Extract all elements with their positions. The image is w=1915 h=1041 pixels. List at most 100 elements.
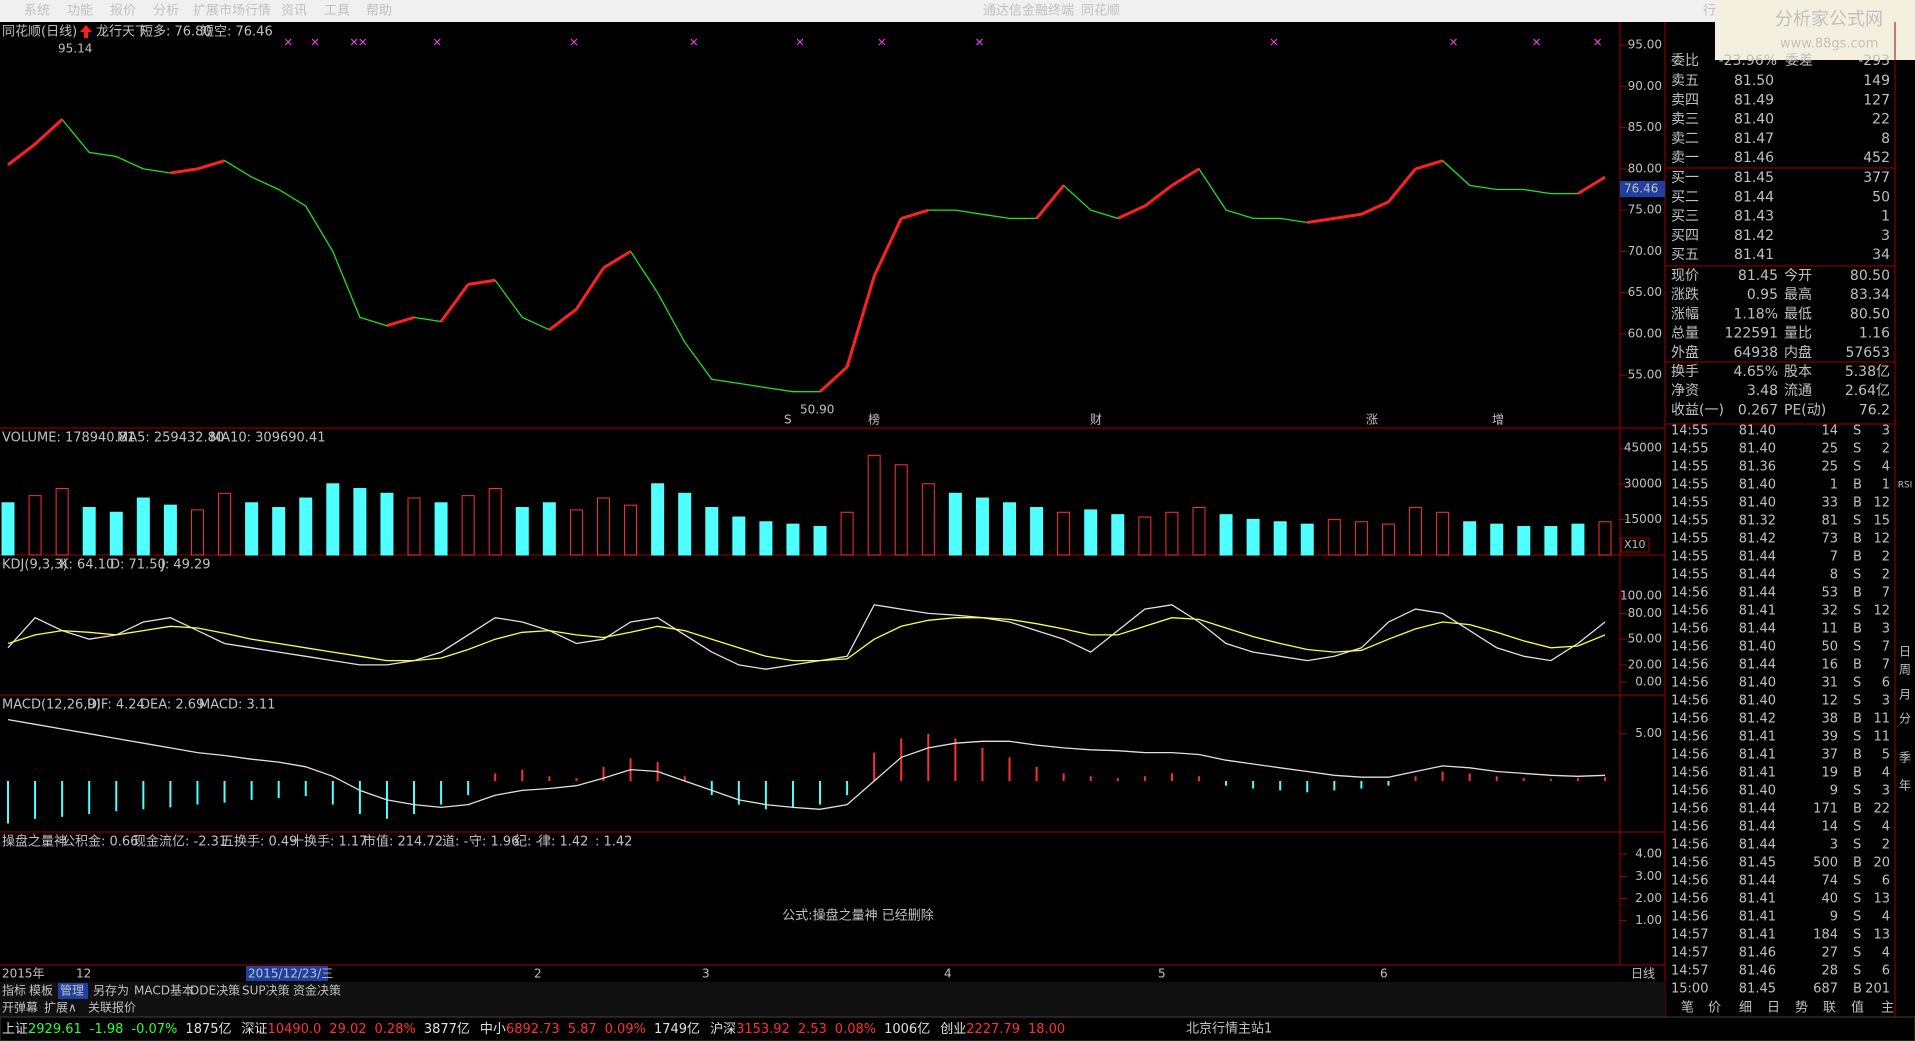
side-tab[interactable]: 势	[1795, 1000, 1808, 1016]
menu-item[interactable]: 报价	[110, 4, 136, 19]
event-marker: 涨	[1366, 412, 1378, 427]
side-tab[interactable]: 细	[1739, 1001, 1752, 1016]
volume-bar	[1165, 511, 1179, 556]
trade-side: S	[1853, 820, 1861, 835]
volume-bar	[1084, 509, 1098, 556]
trade-volume: 53	[1821, 586, 1838, 601]
rising-segment	[1171, 167, 1200, 187]
date-label: 4	[944, 967, 952, 981]
volume-bar	[1192, 507, 1206, 556]
index-name: 创业	[940, 1022, 966, 1037]
volume-bar	[380, 492, 394, 556]
trade-side: S	[1853, 568, 1861, 583]
side-tab[interactable]: 价	[1708, 1001, 1721, 1016]
panel-header: 短多: 76.80	[140, 24, 212, 40]
order-label: 卖四	[1671, 92, 1699, 108]
menu-item[interactable]: 功能	[67, 4, 93, 19]
tab[interactable]: 模板	[29, 984, 53, 998]
tab[interactable]: 开弹幕	[2, 1001, 38, 1015]
trade-time: 14:55	[1671, 442, 1708, 457]
trade-price: 81.40	[1739, 424, 1776, 439]
trade-time: 14:56	[1671, 910, 1708, 925]
order-volume: 377	[1863, 170, 1890, 186]
panel-header: 现金流亿: -2.31	[133, 834, 227, 850]
trade-volume: 11	[1821, 622, 1838, 637]
tab[interactable]: 另存为	[93, 984, 129, 998]
trade-side: B	[1853, 748, 1862, 763]
toolbar-item[interactable]: 季	[1899, 751, 1911, 765]
trade-side: B	[1853, 802, 1862, 817]
menu-item[interactable]: 工具	[324, 4, 350, 19]
volume-bar	[326, 483, 340, 556]
trade-time: 14:56	[1671, 640, 1708, 655]
y-tick-label: 90.00	[1628, 79, 1662, 93]
signal-mark	[284, 38, 292, 46]
tab[interactable]: 扩展∧	[44, 1001, 77, 1015]
signal-mark	[690, 38, 698, 46]
trade-time: 14:56	[1671, 658, 1708, 673]
panel-header: 短空: 76.46	[201, 25, 273, 40]
trade-price: 81.41	[1739, 748, 1776, 763]
tab[interactable]: MACD基本	[134, 984, 194, 998]
trade-price: 81.45	[1739, 856, 1776, 871]
toolbar-item[interactable]: 周	[1899, 663, 1911, 677]
trade-count: 11	[1873, 712, 1890, 727]
panel-header: 龙行天下	[96, 25, 148, 40]
trade-price: 81.40	[1739, 640, 1776, 655]
side-tab[interactable]: 联	[1823, 1001, 1836, 1016]
toolbar-item[interactable]: 年	[1899, 779, 1911, 793]
tab[interactable]: 指标	[2, 983, 26, 998]
order-price: 81.47	[1734, 131, 1774, 147]
menu-item[interactable]: 系统	[24, 4, 50, 19]
order-volume: 1	[1881, 209, 1890, 225]
tab[interactable]: 关联报价	[88, 1000, 136, 1015]
order-price: 81.43	[1734, 209, 1774, 225]
rising-segment	[1035, 184, 1065, 220]
order-volume: 452	[1863, 150, 1890, 166]
rising-segment	[602, 250, 632, 270]
side-tab[interactable]: 值	[1851, 1000, 1864, 1016]
trade-side: S	[1853, 676, 1861, 691]
toolbar-item[interactable]: 月	[1899, 688, 1911, 702]
toolbar-item[interactable]: 分	[1899, 712, 1911, 726]
trade-count: 4	[1882, 946, 1890, 961]
toolbar-item[interactable]: RSI	[1898, 481, 1913, 491]
tab[interactable]: SUP决策	[242, 984, 290, 998]
panel-header: 律: 1.42	[538, 835, 588, 850]
stat-label: 收益(一)	[1671, 402, 1724, 418]
formula-message: 公式:操盘之量神 已经删除	[782, 908, 934, 924]
trade-side: B	[1853, 712, 1862, 727]
trade-price: 81.41	[1739, 604, 1776, 619]
menu-item[interactable]: 扩展市场行情	[193, 3, 271, 19]
current-price: 76.46	[1624, 182, 1658, 196]
menu-item[interactable]: 分析	[153, 4, 179, 19]
trade-price: 81.32	[1739, 514, 1776, 529]
side-tab[interactable]: 主	[1881, 1001, 1894, 1016]
side-tab[interactable]: 笔	[1681, 1000, 1694, 1016]
menu-title: 通达信金融终端	[983, 3, 1074, 19]
trade-price: 81.44	[1739, 838, 1776, 853]
volume-bar	[759, 521, 773, 556]
trade-time: 14:56	[1671, 784, 1708, 799]
toolbar-item[interactable]: 日	[1899, 645, 1911, 659]
tab[interactable]: DDE决策	[190, 984, 240, 998]
y-tick-label: 0.00	[1635, 675, 1662, 689]
volume-bar	[651, 483, 665, 556]
side-tab[interactable]: 日	[1767, 1001, 1780, 1016]
stat-label: 流通	[1784, 383, 1812, 399]
trade-price: 81.41	[1739, 892, 1776, 907]
trade-price: 81.45	[1739, 982, 1776, 997]
menu-item[interactable]: 资讯	[281, 4, 307, 19]
stat-value: 0.95	[1747, 287, 1778, 303]
trade-side: B	[1853, 766, 1862, 781]
trade-time: 14:56	[1671, 874, 1708, 889]
volume-bar	[894, 464, 908, 556]
trade-side: S	[1853, 730, 1861, 745]
menu-item[interactable]: 帮助	[366, 4, 392, 19]
stat-label: 净资	[1671, 383, 1699, 399]
trade-price: 81.44	[1739, 622, 1776, 637]
trade-time: 14:55	[1671, 424, 1708, 439]
trade-count: 12	[1873, 604, 1890, 619]
tab[interactable]: 资金决策	[293, 983, 341, 998]
tab[interactable]: 管理	[60, 983, 84, 998]
